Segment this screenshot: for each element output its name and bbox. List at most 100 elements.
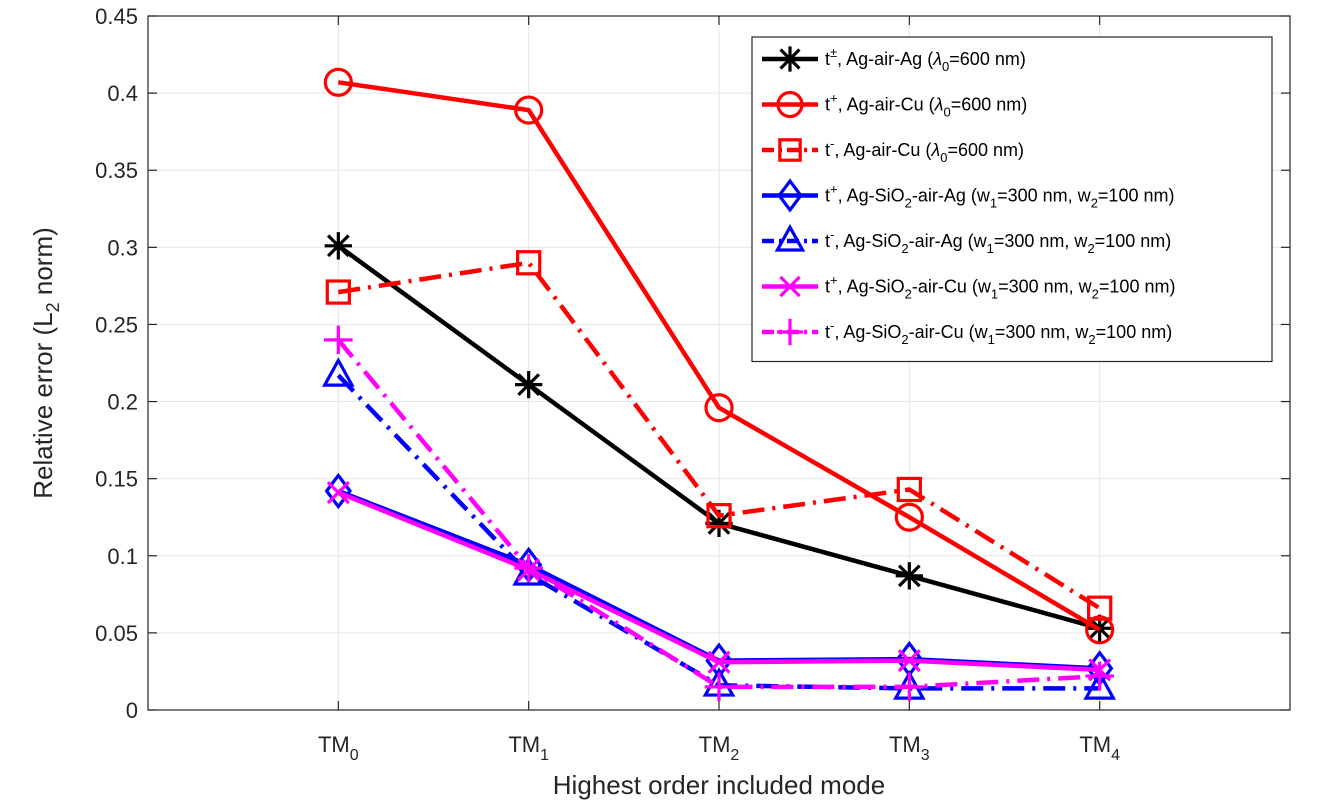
legend-label-part: , Ag-SiO — [834, 231, 901, 251]
data-point-2-4 — [1087, 595, 1113, 621]
y-axis-title-sub: 2 — [43, 302, 63, 312]
legend-label-part: 2 — [1088, 332, 1095, 347]
x-tick-label-base: TM — [699, 732, 731, 757]
series-1 — [323, 67, 1115, 645]
legend-label-part: , Ag-air-Ag ( — [837, 49, 933, 69]
legend-label-part: =600 nm) — [949, 49, 1026, 69]
legend-label-part: =100 nm) — [1098, 186, 1175, 206]
y-tick-label: 0.45 — [95, 4, 138, 29]
x-tick-label-base: TM — [889, 732, 921, 757]
legend-label-part: , Ag-air-Cu ( — [834, 140, 931, 160]
legend-label-5: t+, Ag-SiO2-air-Cu (w1=300 nm, w2=100 nm… — [825, 273, 1175, 302]
legend-label-part: -air-Cu (w — [912, 277, 992, 297]
x-tick-label: TM4 — [1079, 732, 1120, 764]
legend-marker-4 — [774, 223, 806, 252]
y-tick-label: 0.1 — [107, 544, 138, 569]
legend-label-part: t — [825, 277, 830, 297]
legend-label-part: 2 — [901, 241, 908, 256]
y-tick-label: 0.25 — [95, 312, 138, 337]
data-point-1-1 — [514, 95, 544, 125]
legend-label-part: - — [830, 227, 834, 242]
legend-marker-0 — [777, 46, 803, 72]
series-6 — [324, 325, 1114, 702]
legend-label-part: t — [825, 186, 830, 206]
legend-label-part: + — [830, 91, 838, 106]
x-tick-label: TM1 — [508, 732, 549, 764]
x-tick-label: TM0 — [318, 732, 359, 764]
legend-label-part: , Ag-SiO — [838, 186, 905, 206]
y-tick-label: 0 — [126, 698, 138, 723]
legend-marker-6 — [776, 318, 804, 346]
legend-label-part: t — [825, 231, 830, 251]
x-tick-label-base: TM — [318, 732, 350, 757]
legend-label-part: =100 nm) — [1096, 322, 1173, 342]
legend-label-part: t — [825, 95, 830, 115]
legend-label-part: 2 — [905, 287, 912, 302]
data-point-6-3 — [895, 672, 924, 702]
legend-label-part: =600 nm) — [951, 95, 1028, 115]
legend-marker-5 — [779, 275, 801, 298]
data-point-5-3 — [897, 649, 921, 673]
legend-label-4: t-, Ag-SiO2-air-Ag (w1=300 nm, w2=100 nm… — [825, 227, 1171, 256]
legend-label-part: 2 — [905, 196, 912, 211]
legend: t±, Ag-air-Ag (λ0=600 nm)t+, Ag-air-Cu (… — [751, 36, 1273, 363]
y-tick-label: 0.35 — [95, 158, 138, 183]
legend-label-part: t — [825, 140, 830, 160]
legend-item-2: t-, Ag-air-Cu (λ0=600 nm) — [762, 136, 1024, 165]
data-point-6-4 — [1085, 661, 1114, 691]
y-tick-label: 0.3 — [107, 235, 138, 260]
x-tick-label-sub: 3 — [921, 747, 930, 764]
legend-label-part: 0 — [944, 105, 951, 120]
legend-label-part: -air-Ag (w — [912, 186, 991, 206]
y-axis-title: Relative error (L2 norm) — [28, 227, 63, 499]
data-point-0-2 — [705, 509, 733, 538]
y-tick-label: 0.4 — [107, 81, 138, 106]
data-point-2-2 — [706, 503, 732, 529]
legend-label-part: 2 — [1092, 287, 1099, 302]
legend-label-part: 1 — [990, 196, 997, 211]
legend-label-part: λ — [934, 95, 944, 115]
legend-label-part: 1 — [988, 332, 995, 347]
y-axis-title-pre: Relative error (L — [28, 312, 58, 498]
legend-label-part: 0 — [942, 59, 949, 74]
legend-label-part: 1 — [987, 241, 994, 256]
legend-label-part: =100 nm) — [1099, 277, 1176, 297]
legend-label-part: λ — [932, 49, 942, 69]
legend-label-part: ± — [830, 45, 837, 60]
legend-label-part: λ — [930, 140, 940, 160]
data-point-4-4 — [1083, 670, 1117, 700]
legend-label-part: + — [830, 273, 838, 288]
legend-label-6: t-, Ag-SiO2-air-Cu (w1=300 nm, w2=100 nm… — [825, 318, 1172, 347]
x-tick-label: TM3 — [889, 732, 930, 764]
legend-item-1: t+, Ag-air-Cu (λ0=600 nm) — [762, 91, 1027, 120]
series-line-2 — [337, 260, 1101, 611]
y-tick-label: 0.15 — [95, 467, 138, 492]
data-point-5-2 — [707, 650, 731, 674]
data-point-0-0 — [324, 232, 352, 260]
legend-item-0: t±, Ag-air-Ag (λ0=600 nm) — [762, 45, 1026, 74]
data-point-2-1 — [516, 250, 542, 276]
legend-item-3: t+, Ag-SiO2-air-Ag (w1=300 nm, w2=100 nm… — [762, 178, 1174, 213]
legend-label-part: 2 — [1087, 241, 1094, 256]
data-point-1-3 — [894, 502, 924, 532]
data-point-4-0 — [321, 357, 355, 387]
x-tick-label: TM2 — [699, 732, 740, 764]
legend-label-part: , Ag-air-Cu ( — [838, 95, 935, 115]
legend-item-5: t+, Ag-SiO2-air-Cu (w1=300 nm, w2=100 nm… — [762, 273, 1175, 302]
data-point-0-1 — [515, 370, 543, 399]
legend-label-part: 1 — [991, 287, 998, 302]
legend-label-part: =300 nm, w — [995, 322, 1090, 342]
legend-label-3: t+, Ag-SiO2-air-Ag (w1=300 nm, w2=100 nm… — [825, 182, 1174, 211]
series-line-1 — [337, 80, 1101, 632]
legend-label-part: , Ag-SiO — [838, 277, 905, 297]
data-point-2-3 — [896, 476, 922, 503]
x-tick-label-sub: 0 — [350, 747, 359, 764]
legend-label-part: =300 nm, w — [997, 186, 1092, 206]
legend-label-part: t — [825, 322, 830, 342]
data-point-6-0 — [324, 325, 353, 355]
data-point-5-0 — [326, 481, 350, 505]
data-point-1-4 — [1085, 615, 1115, 645]
